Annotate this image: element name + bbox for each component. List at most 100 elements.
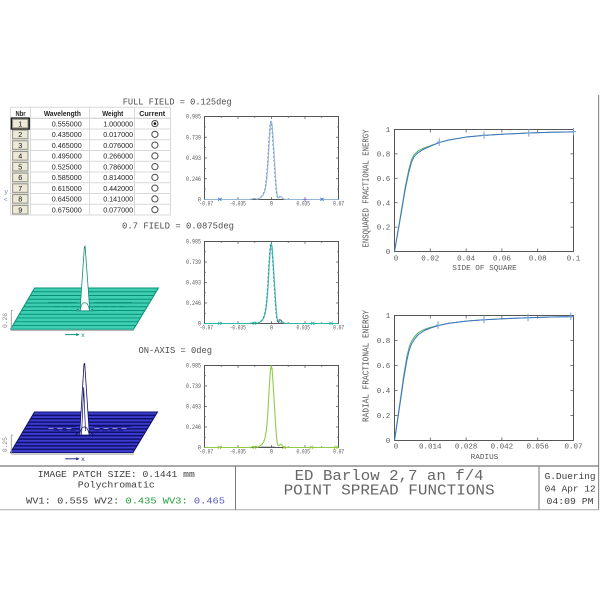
svg-text:0: 0 [270, 449, 274, 456]
svg-text:0.2: 0.2 [377, 413, 391, 421]
svg-text:0.056: 0.056 [526, 444, 549, 452]
svg-text:0.435000: 0.435000 [52, 130, 82, 139]
svg-text:Nbr: Nbr [16, 109, 26, 118]
svg-text:<: < [4, 197, 8, 204]
svg-text:1: 1 [386, 313, 391, 321]
svg-text:0.035: 0.035 [296, 201, 310, 208]
svg-text:0.035: 0.035 [296, 449, 310, 456]
svg-text:04 Apr 12: 04 Apr 12 [545, 484, 596, 495]
svg-text:0.07: 0.07 [333, 449, 344, 456]
svg-text:0.266000: 0.266000 [103, 152, 133, 161]
svg-text:WV1: 0.555 WV2: 0.435 WV3: 0.4: WV1: 0.555 WV2: 0.435 WV3: 0.465 [26, 495, 225, 506]
svg-text:-0.07: -0.07 [200, 201, 214, 208]
svg-text:0.786000: 0.786000 [103, 162, 133, 171]
svg-text:RADIAL FRACTIONAL ENERGY: RADIAL FRACTIONAL ENERGY [361, 310, 372, 422]
svg-text:0.06: 0.06 [493, 256, 511, 264]
svg-text:0.014: 0.014 [419, 444, 442, 452]
svg-text:0.035: 0.035 [296, 325, 310, 332]
svg-text:0.077000: 0.077000 [103, 205, 133, 214]
svg-text:0.739: 0.739 [186, 259, 201, 266]
svg-text:SIDE OF SQUARE: SIDE OF SQUARE [452, 265, 517, 273]
svg-text:1: 1 [18, 119, 22, 128]
svg-text:0: 0 [386, 438, 391, 446]
svg-text:0.525000: 0.525000 [52, 162, 82, 171]
svg-text:8: 8 [18, 195, 22, 204]
svg-text:0: 0 [394, 256, 399, 264]
svg-text:Weight: Weight [102, 109, 123, 118]
svg-text:0.02: 0.02 [421, 256, 439, 264]
svg-text:0.246: 0.246 [186, 176, 201, 183]
svg-text:FULL FIELD = 0.125deg: FULL FIELD = 0.125deg [123, 97, 232, 107]
svg-text:0.8: 0.8 [377, 152, 391, 160]
svg-text:POINT SPREAD FUNCTIONS: POINT SPREAD FUNCTIONS [284, 481, 495, 499]
svg-text:0.7 FIELD = 0.0875deg: 0.7 FIELD = 0.0875deg [122, 222, 234, 232]
svg-text:0.017000: 0.017000 [103, 130, 133, 139]
svg-text:6: 6 [18, 173, 22, 182]
svg-text:0.076000: 0.076000 [103, 141, 133, 150]
svg-text:2: 2 [18, 130, 22, 139]
svg-text:x: x [81, 456, 85, 463]
svg-text:4: 4 [18, 152, 22, 161]
svg-text:0.985: 0.985 [186, 114, 201, 121]
svg-text:1.000000: 1.000000 [103, 119, 133, 128]
svg-text:0.07: 0.07 [333, 325, 344, 332]
svg-text:0.2: 0.2 [377, 225, 391, 233]
svg-text:0.6: 0.6 [377, 176, 391, 184]
svg-text:ON-AXIS = 0deg: ON-AXIS = 0deg [139, 346, 213, 356]
svg-text:0.246: 0.246 [186, 300, 201, 307]
svg-text:-0.035: -0.035 [230, 449, 246, 456]
svg-text:0: 0 [198, 197, 202, 204]
svg-text:0.739: 0.739 [186, 383, 201, 390]
svg-text:0.8: 0.8 [377, 338, 391, 346]
svg-text:0.442000: 0.442000 [103, 184, 133, 193]
svg-text:0.028: 0.028 [455, 444, 478, 452]
svg-text:0.25: 0.25 [2, 437, 9, 452]
svg-text:y: y [4, 189, 8, 196]
svg-text:-0.07: -0.07 [200, 449, 214, 456]
svg-text:Wavelength: Wavelength [44, 109, 81, 118]
svg-text:x: x [81, 332, 85, 339]
svg-text:0.645000: 0.645000 [52, 195, 82, 204]
svg-text:9: 9 [18, 205, 22, 214]
svg-text:0.493: 0.493 [186, 404, 201, 411]
svg-text:0.985: 0.985 [186, 363, 201, 370]
svg-text:RADIUS: RADIUS [471, 454, 499, 462]
svg-text:-0.035: -0.035 [230, 325, 246, 332]
svg-text:0.26: 0.26 [2, 313, 9, 328]
svg-text:0.04: 0.04 [457, 256, 475, 264]
svg-text:0.6: 0.6 [377, 363, 391, 371]
svg-text:0.465000: 0.465000 [52, 141, 82, 150]
svg-text:3: 3 [18, 141, 22, 150]
svg-text:0.246: 0.246 [186, 424, 201, 431]
svg-text:0.4: 0.4 [377, 200, 391, 208]
svg-text:0.042: 0.042 [491, 444, 514, 452]
svg-text:0.08: 0.08 [529, 256, 547, 264]
svg-text:7: 7 [18, 184, 22, 193]
svg-text:0: 0 [270, 201, 274, 208]
svg-text:-0.035: -0.035 [230, 201, 246, 208]
svg-text:G.Duering: G.Duering [545, 471, 596, 482]
svg-text:0.493: 0.493 [186, 280, 201, 287]
svg-text:0: 0 [386, 249, 391, 257]
svg-text:Current: Current [139, 109, 166, 118]
svg-text:0.1: 0.1 [567, 256, 581, 264]
svg-text:0.07: 0.07 [565, 444, 583, 452]
svg-text:Polychromatic: Polychromatic [78, 480, 155, 491]
svg-text:0.675000: 0.675000 [52, 205, 82, 214]
svg-text:ED Barlow 2,7 an f/4: ED Barlow 2,7 an f/4 [295, 467, 484, 485]
svg-text:0.814000: 0.814000 [103, 173, 133, 182]
svg-text:0: 0 [270, 325, 274, 332]
svg-text:0.4: 0.4 [377, 388, 391, 396]
svg-text:04:09 PM: 04:09 PM [547, 496, 594, 507]
svg-text:0.141000: 0.141000 [103, 195, 133, 204]
svg-text:0: 0 [198, 445, 202, 452]
svg-text:0: 0 [198, 321, 202, 328]
svg-text:0: 0 [394, 444, 399, 452]
svg-text:IMAGE PATCH SIZE: 0.1441 mm: IMAGE PATCH SIZE: 0.1441 mm [38, 469, 195, 480]
svg-text:ENSQUARED FRACTIONAL ENERGY: ENSQUARED FRACTIONAL ENERGY [361, 129, 372, 247]
svg-text:1: 1 [386, 127, 391, 135]
svg-text:0.985: 0.985 [186, 239, 201, 246]
svg-text:-0.07: -0.07 [200, 325, 214, 332]
svg-text:0.555000: 0.555000 [52, 119, 82, 128]
svg-text:0.495000: 0.495000 [52, 152, 82, 161]
